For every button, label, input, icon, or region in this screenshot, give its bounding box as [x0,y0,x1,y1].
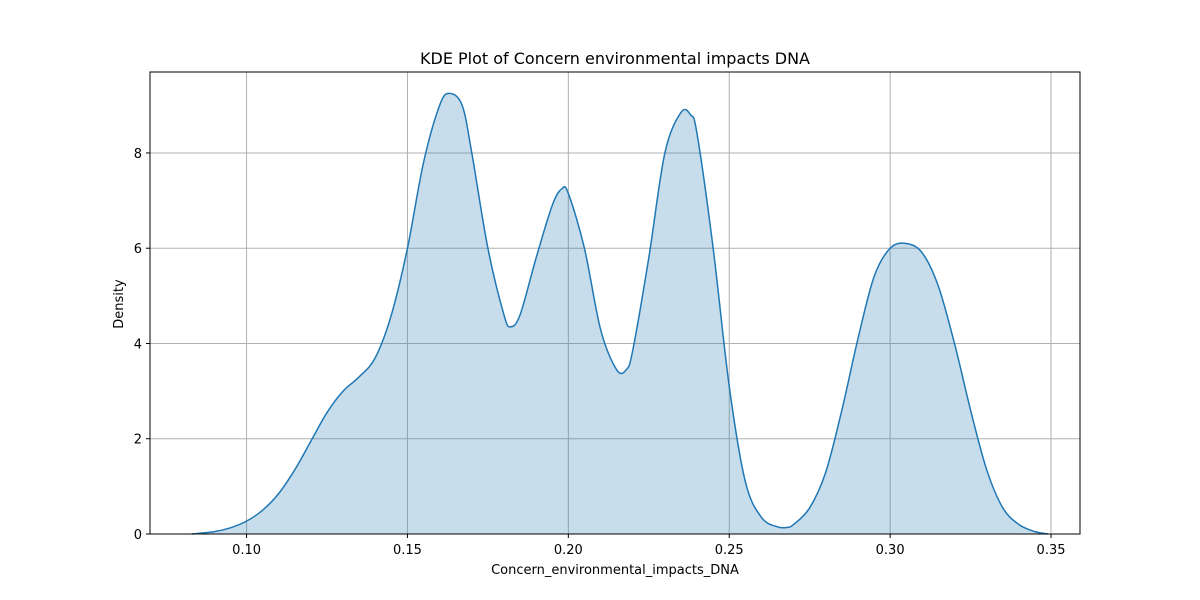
kde-line [191,92,1048,535]
y-tick-label: 2 [134,433,142,448]
x-tick-label: 0.10 [232,543,261,558]
kde-area-fill [191,93,1048,535]
plot-area [191,92,1048,535]
x-tick-label: 0.20 [554,543,583,558]
x-tick-label: 0.25 [715,543,744,558]
x-tick-label: 0.30 [876,543,905,558]
x-tick-label: 0.35 [1037,543,1066,558]
y-tick-label: 8 [134,147,142,162]
x-axis-label: Concern_environmental_impacts_DNA [491,563,739,578]
chart-title: KDE Plot of Concern environmental impact… [420,49,810,68]
y-tick-label: 6 [134,242,142,257]
y-axis: 0 2 4 6 8 [134,147,150,543]
y-tick-label: 0 [134,528,142,543]
y-tick-label: 4 [134,337,142,352]
x-axis: 0.10 0.15 0.20 0.25 0.30 0.35 [232,534,1066,558]
y-axis-label: Density [112,279,127,329]
x-tick-label: 0.15 [393,543,422,558]
axes-frame [149,71,1081,535]
